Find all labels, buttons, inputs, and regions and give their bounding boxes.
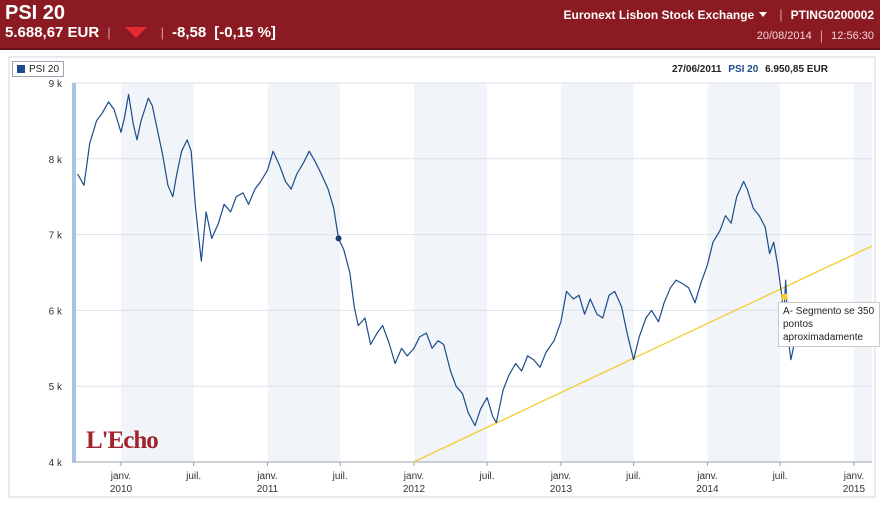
- series-line: [77, 93, 801, 427]
- lecho-logo: L'Echo: [86, 427, 159, 454]
- isin-code: PTING0200002: [790, 7, 874, 22]
- annotation-box: A- Segmento se 350 pontos aproximadament…: [778, 302, 880, 347]
- y-tick-label: 8 k: [49, 155, 63, 166]
- x-tick-label: juil.: [772, 471, 788, 482]
- legend-swatch: [17, 65, 25, 73]
- annotation-marker: [781, 293, 788, 300]
- x-tick-label: janv.: [403, 471, 424, 482]
- period-band: [707, 83, 781, 462]
- separator: |: [779, 7, 783, 22]
- x-tick-label: juil.: [479, 471, 495, 482]
- readout-value: 6.950,85 EUR: [765, 64, 828, 75]
- separator: |: [107, 25, 111, 40]
- quote-time: 12:56:30: [831, 29, 874, 42]
- exchange-selector[interactable]: Euronext Lisbon Stock Exchange: [563, 7, 755, 22]
- down-arrow-icon: [124, 27, 147, 38]
- x-tick-label: janv.: [696, 471, 717, 482]
- separator: |: [819, 28, 824, 43]
- y-tick-label: 7 k: [49, 231, 63, 242]
- index-change: -8,58: [172, 24, 207, 41]
- x-tick-label: janv.: [110, 471, 131, 482]
- legend-label: PSI 20: [29, 63, 60, 75]
- x-tick-label: juil.: [332, 471, 348, 482]
- index-name: PSI 20: [5, 2, 66, 24]
- x-tick-year-label: 2012: [403, 484, 426, 495]
- x-tick-label: juil.: [625, 471, 641, 482]
- index-change-pct: [-0,15 %]: [214, 24, 276, 41]
- y-tick-label: 5 k: [49, 382, 63, 393]
- price-chart[interactable]: 4 k 5 k 6 k 7 k 8 k 9 k janv. 2010 juil. janv. 201…: [0, 50, 880, 502]
- x-tick-year-label: 2013: [550, 484, 573, 495]
- period-band: [853, 83, 872, 462]
- x-tick-year-label: 2015: [843, 484, 866, 495]
- quote-row: 5.688,67 EUR | | -8,58 [-0,15 %]: [5, 24, 276, 41]
- x-tick-year-label: 2010: [110, 484, 133, 495]
- period-band: [560, 83, 634, 462]
- period-band: [413, 83, 488, 462]
- quote-date: 20/08/2014: [756, 29, 812, 42]
- y-tick-label: 6 k: [49, 306, 63, 317]
- index-price: 5.688,67 EUR: [5, 24, 100, 41]
- y-axis-bar: [72, 83, 76, 462]
- x-tick-label: janv.: [843, 471, 864, 482]
- readout-date: 27/06/2011: [672, 64, 722, 75]
- x-tick-year-label: 2014: [696, 484, 719, 495]
- period-band: [120, 83, 194, 462]
- y-tick-label: 9 k: [49, 79, 63, 90]
- chevron-down-icon[interactable]: [759, 12, 768, 17]
- y-tick-label: 4 k: [49, 458, 63, 469]
- x-tick-label: juil.: [185, 471, 201, 482]
- x-tick-label: janv.: [256, 471, 277, 482]
- x-tick-label: janv.: [550, 471, 571, 482]
- period-band: [267, 83, 341, 462]
- x-tick-year-label: 2011: [257, 484, 279, 495]
- market-info: Euronext Lisbon Stock Exchange | PTING02…: [564, 7, 875, 22]
- hover-readout: 27/06/2011 PSI 20 6.950,85 EUR: [672, 64, 828, 75]
- chart-legend[interactable]: PSI 20: [12, 61, 65, 77]
- quote-header: PSI 20 5.688,67 EUR | | -8,58 [-0,15 %] …: [0, 0, 880, 50]
- chart-panel: 4 k 5 k 6 k 7 k 8 k 9 k janv. 2010 juil. janv. 201…: [0, 50, 880, 502]
- trend-line: [413, 245, 873, 463]
- timestamp: 20/08/2014 | 12:56:30: [757, 28, 874, 43]
- data-point-marker: [335, 235, 342, 242]
- readout-series: PSI 20: [728, 64, 759, 75]
- separator: |: [160, 25, 165, 40]
